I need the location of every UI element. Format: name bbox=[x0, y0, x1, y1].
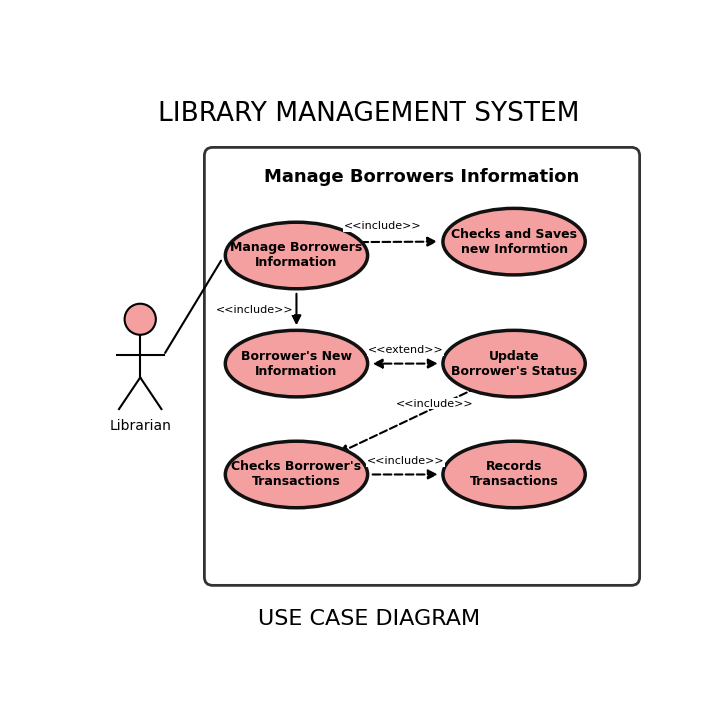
Ellipse shape bbox=[443, 208, 585, 275]
Text: Manage Borrowers
Information: Manage Borrowers Information bbox=[230, 241, 363, 269]
Text: <<include>>: <<include>> bbox=[216, 305, 294, 315]
Text: Librarian: Librarian bbox=[109, 419, 171, 433]
Text: Update
Borrower's Status: Update Borrower's Status bbox=[451, 350, 577, 377]
Text: <<include>>: <<include>> bbox=[396, 399, 474, 409]
FancyBboxPatch shape bbox=[204, 148, 639, 585]
Text: USE CASE DIAGRAM: USE CASE DIAGRAM bbox=[258, 608, 480, 629]
Text: Borrower's New
Information: Borrower's New Information bbox=[241, 350, 352, 377]
Text: <<include>>: <<include>> bbox=[343, 221, 421, 231]
Text: Manage Borrowers Information: Manage Borrowers Information bbox=[264, 168, 580, 186]
Ellipse shape bbox=[443, 330, 585, 397]
Text: LIBRARY MANAGEMENT SYSTEM: LIBRARY MANAGEMENT SYSTEM bbox=[158, 101, 580, 127]
Ellipse shape bbox=[225, 330, 368, 397]
Ellipse shape bbox=[443, 441, 585, 508]
Text: Records
Transactions: Records Transactions bbox=[469, 461, 559, 488]
Ellipse shape bbox=[225, 222, 368, 289]
Text: <<include>>: <<include>> bbox=[366, 456, 444, 466]
Text: <<extend>>: <<extend>> bbox=[367, 346, 443, 355]
Text: Checks Borrower's
Transactions: Checks Borrower's Transactions bbox=[231, 461, 361, 488]
Text: Checks and Saves
new Informtion: Checks and Saves new Informtion bbox=[451, 228, 577, 256]
Circle shape bbox=[125, 304, 156, 335]
Ellipse shape bbox=[225, 441, 368, 508]
